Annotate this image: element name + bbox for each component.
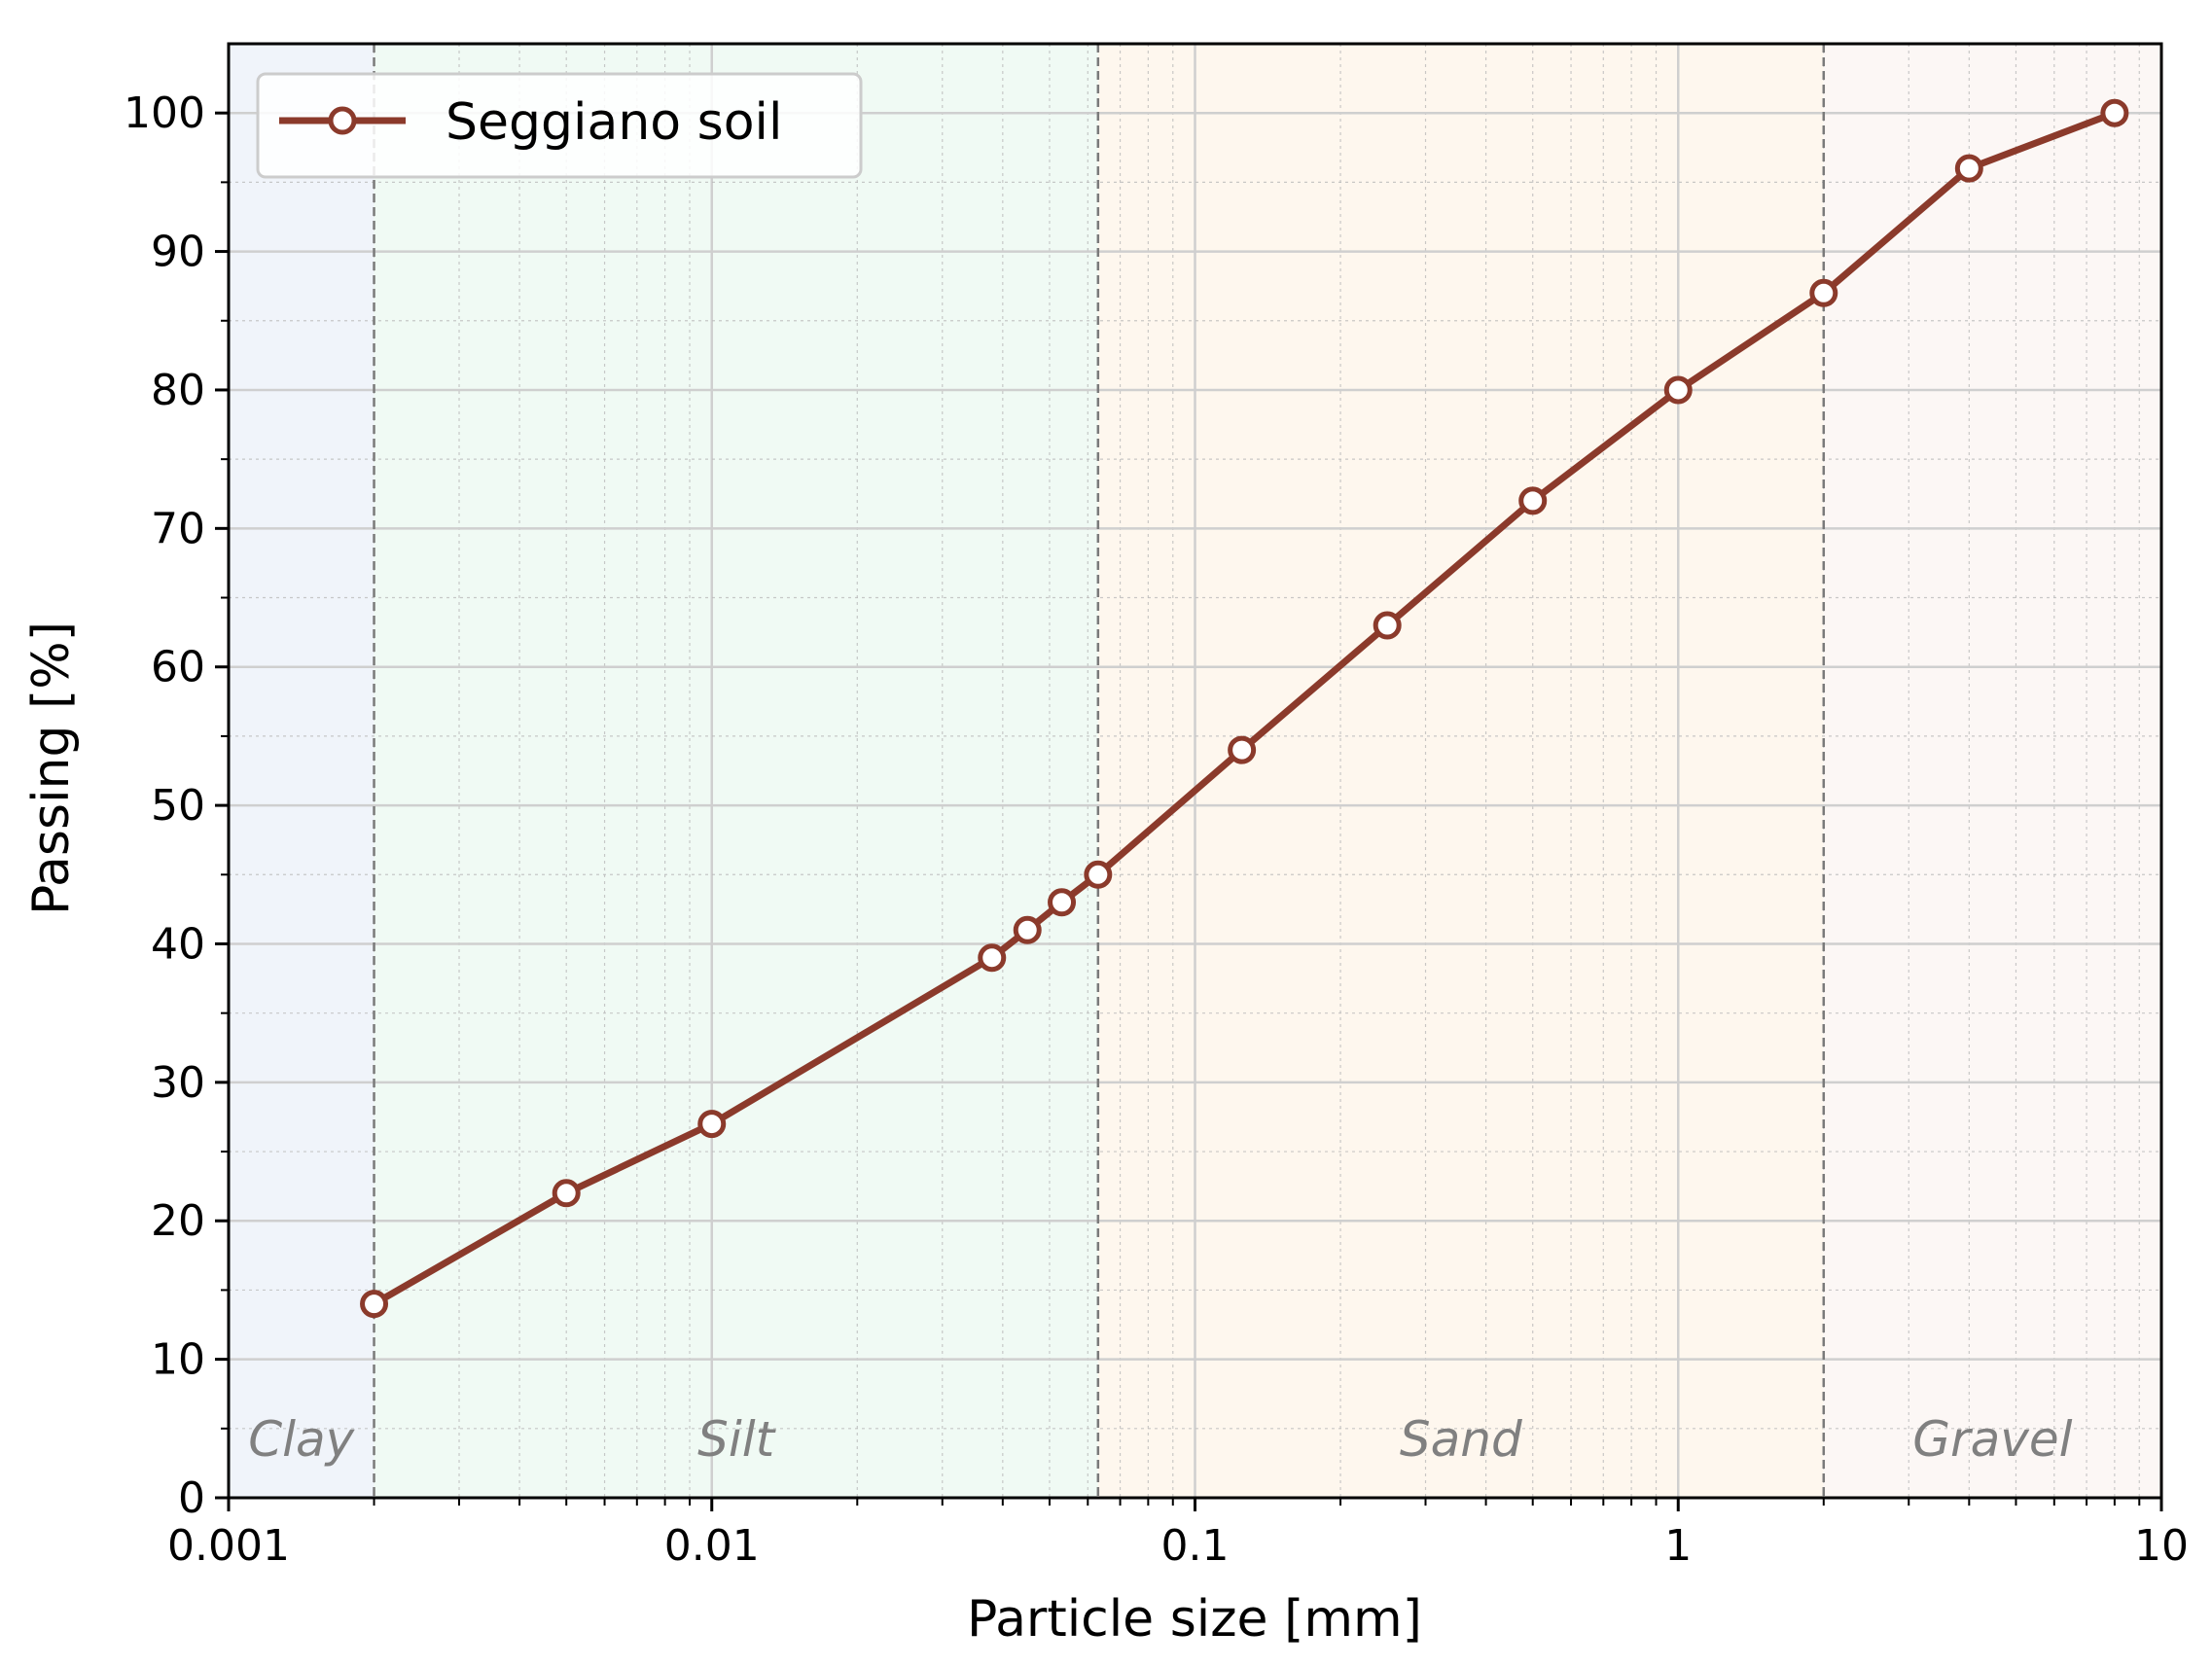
soil-region-bands — [229, 44, 2161, 1498]
y-axis-title: Passing [%] — [22, 621, 81, 915]
region-label-clay: Clay — [248, 1411, 355, 1468]
data-series — [360, 98, 2129, 1319]
data-point — [360, 1290, 389, 1319]
y-tick-label: 100 — [124, 89, 205, 138]
region-boundaries — [373, 44, 1826, 1498]
y-tick-label: 60 — [151, 643, 205, 692]
x-tick-label: 0.1 — [1161, 1521, 1230, 1571]
data-point — [1048, 888, 1077, 917]
data-point — [1518, 486, 1548, 515]
region-labels: Clay Silt Sand Gravel — [248, 1411, 2072, 1468]
region-label-silt: Silt — [697, 1411, 777, 1468]
y-tick-label: 20 — [151, 1196, 205, 1246]
data-point — [1663, 375, 1693, 405]
data-point — [1228, 735, 1257, 764]
region-band-silt — [374, 44, 1098, 1498]
legend-marker-sample — [328, 106, 357, 135]
data-point — [2100, 98, 2129, 127]
data-point — [1373, 611, 1402, 640]
x-tick-label: 0.001 — [167, 1521, 290, 1571]
y-tick-label: 40 — [151, 919, 205, 969]
data-point — [1809, 278, 1838, 307]
y-tick-label: 30 — [151, 1058, 205, 1108]
data-point — [697, 1110, 727, 1139]
y-tick-label: 80 — [151, 366, 205, 415]
y-tick-label: 90 — [151, 228, 205, 277]
y-tick-label: 10 — [151, 1335, 205, 1385]
region-band-gravel — [1823, 44, 2161, 1498]
data-point — [1084, 860, 1113, 889]
region-band-clay — [229, 44, 375, 1498]
region-band-sand — [1097, 44, 1824, 1498]
data-point — [552, 1179, 581, 1208]
legend-box — [256, 72, 863, 179]
y-tick-label: 50 — [151, 781, 205, 831]
y-tick-label: 0 — [178, 1473, 205, 1523]
y-tick-label: 70 — [151, 504, 205, 553]
region-label-sand: Sand — [1400, 1411, 1522, 1468]
region-label-gravel: Gravel — [1912, 1411, 2072, 1468]
data-point — [978, 943, 1007, 973]
x-axis-title: Particle size [mm] — [967, 1590, 1422, 1649]
x-tick-label: 0.01 — [664, 1521, 760, 1571]
x-tick-label: 1 — [1664, 1521, 1692, 1571]
series-line — [371, 109, 2119, 1308]
data-point — [1013, 915, 1042, 944]
x-tick-label: 10 — [2134, 1521, 2189, 1571]
data-point — [1954, 154, 1983, 183]
legend-entry-label: Seggiano soil — [446, 93, 782, 152]
legend: Seggiano soil — [256, 72, 863, 179]
